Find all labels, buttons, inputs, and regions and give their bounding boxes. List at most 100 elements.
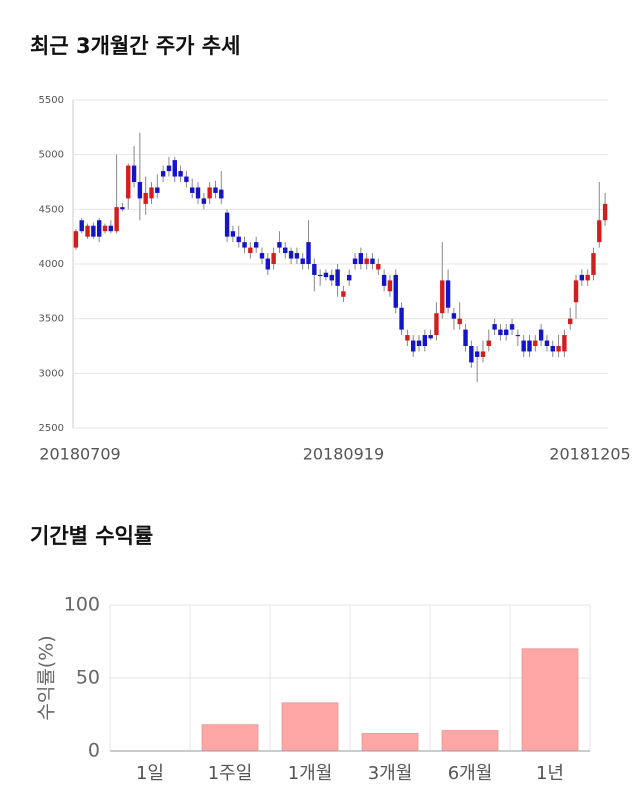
candle-body: [236, 236, 241, 243]
candle-body: [265, 258, 271, 270]
candle-body: [323, 272, 329, 278]
candle-body: [416, 340, 422, 346]
x-tick-label: 6개월: [448, 763, 493, 784]
x-tick-label: 20180709: [39, 445, 120, 464]
candle-body: [108, 225, 113, 232]
y-tick-label: 5000: [39, 150, 64, 161]
candle-body: [405, 335, 410, 341]
candle-body: [533, 340, 538, 346]
candle-body: [131, 165, 137, 182]
candle-body: [335, 269, 340, 286]
candle-body: [207, 187, 212, 199]
candle-body: [126, 165, 131, 199]
candle-body: [515, 335, 521, 337]
y-tick-label: 3500: [39, 314, 64, 325]
candle-body: [317, 274, 323, 277]
candle-body: [201, 198, 207, 204]
candle-body: [591, 253, 596, 275]
candle-body: [463, 329, 468, 346]
candle-body: [358, 253, 364, 264]
candle-body: [509, 324, 515, 330]
candle-body: [469, 346, 474, 363]
bar: [441, 730, 499, 752]
candle-body: [602, 203, 608, 221]
bar: [521, 648, 579, 752]
candle-body: [579, 274, 585, 281]
candle-body: [381, 274, 387, 286]
candle-body: [451, 313, 457, 319]
y-tick-label: 3000: [39, 368, 64, 379]
candle-body: [79, 220, 84, 232]
candle-body: [294, 253, 300, 259]
candle-body: [114, 207, 119, 232]
candle-body: [399, 307, 404, 330]
candle-body: [300, 258, 305, 264]
candle-body: [521, 340, 526, 352]
candle-body: [259, 253, 265, 259]
candle-body: [504, 329, 509, 336]
y-tick-label: 0: [88, 740, 100, 762]
candle-body: [288, 250, 294, 259]
candle-body: [219, 189, 224, 199]
candle-body: [364, 258, 369, 264]
candle-body: [172, 160, 177, 177]
candle-body: [387, 280, 393, 292]
candle-body: [597, 220, 602, 243]
candle-body: [457, 318, 462, 325]
y-tick-label: 4000: [39, 259, 64, 270]
candle-body: [341, 291, 346, 297]
bar: [361, 733, 419, 752]
x-tick-label: 20181205: [549, 445, 630, 464]
candle-body: [73, 231, 79, 248]
candle-body: [253, 242, 259, 248]
candle-body: [224, 212, 230, 237]
y-tick-label: 4500: [39, 204, 64, 215]
candle-body: [393, 274, 398, 308]
x-tick-label: 1주일: [208, 763, 253, 784]
candle-body: [410, 340, 416, 352]
candle-body: [155, 187, 160, 193]
chart-title: 기간별 수익률: [30, 524, 153, 548]
y-tick-label: 100: [64, 594, 100, 616]
candle-body: [538, 329, 544, 341]
candle-body: [347, 274, 352, 281]
candle-body: [428, 335, 433, 339]
candle-body: [306, 242, 311, 264]
candle-body: [492, 324, 497, 330]
candle-body: [445, 280, 451, 308]
candle-body: [85, 225, 90, 237]
candle-body: [544, 340, 550, 346]
candle-body: [480, 351, 486, 357]
candle-body: [213, 187, 218, 193]
candle-body: [178, 171, 183, 177]
candle-body: [573, 280, 579, 303]
y-axis-label: 수익률(%): [36, 635, 58, 720]
candle-body: [166, 165, 172, 172]
candle-body: [376, 264, 381, 270]
candle-body: [190, 187, 195, 193]
y-tick-label: 2500: [39, 423, 64, 434]
candle-body: [568, 318, 573, 325]
candle-body: [120, 207, 125, 210]
bar: [201, 724, 259, 752]
candle-body: [137, 182, 143, 199]
candle-body: [160, 171, 166, 177]
candle-body: [248, 247, 253, 254]
candle-body: [474, 351, 480, 357]
candle-body: [271, 253, 276, 264]
candle-body: [440, 280, 445, 314]
candle-body: [283, 247, 288, 254]
candle-body: [242, 242, 247, 248]
candle-body: [352, 258, 358, 264]
candle-body: [195, 187, 201, 199]
candle-body: [102, 225, 108, 232]
candle-body: [277, 242, 282, 248]
candle-body: [184, 176, 189, 182]
candle-body: [329, 274, 334, 281]
candle-body: [562, 335, 567, 352]
candle-body: [498, 329, 503, 336]
candle-body: [143, 192, 148, 204]
chart-title: 최근 3개월간 주가 추세: [30, 34, 240, 58]
candle-body: [370, 258, 375, 264]
